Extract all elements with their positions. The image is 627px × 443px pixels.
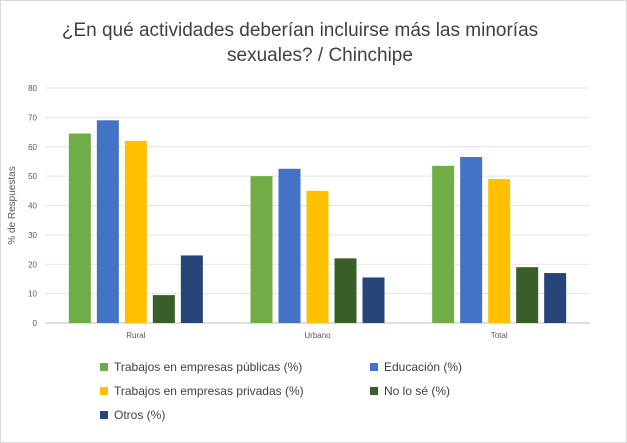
legend-swatch <box>100 411 108 419</box>
y-tick-label: 80 <box>28 84 37 93</box>
bar <box>250 176 273 323</box>
bar <box>306 190 329 323</box>
y-tick-label: 30 <box>28 231 37 240</box>
legend-label: Otros (%) <box>114 408 166 422</box>
legend-swatch <box>370 363 378 371</box>
x-tick-label: Urbano <box>304 331 331 340</box>
bar <box>460 157 483 323</box>
chart-title-line-1: ¿En qué actividades deberían incluirse m… <box>61 20 539 41</box>
bar <box>96 120 119 323</box>
legend-swatch <box>100 363 108 371</box>
legend-swatch <box>100 387 108 395</box>
bar <box>544 273 567 323</box>
y-tick-label: 10 <box>28 290 37 299</box>
bar <box>488 179 511 323</box>
y-tick-label: 40 <box>28 202 37 211</box>
chart-title-line-2: sexuales? / Chinchipe <box>227 45 413 66</box>
legend-item: Otros (%) <box>100 408 165 422</box>
bar <box>432 165 455 323</box>
y-tick-label: 70 <box>28 113 37 122</box>
legend-item: Educación (%) <box>370 360 462 374</box>
y-tick-label: 50 <box>28 172 37 181</box>
y-tick-label: 20 <box>28 260 37 269</box>
bar <box>362 277 385 323</box>
y-tick-label: 0 <box>33 319 38 328</box>
legend-label: Educación (%) <box>384 360 463 374</box>
bar <box>516 267 539 323</box>
legend-swatch <box>370 387 378 395</box>
legend-item: Trabajos en empresas públicas (%) <box>100 360 302 374</box>
bar <box>68 133 91 323</box>
bar <box>334 258 357 323</box>
y-axis-label: % de Respuestas <box>7 166 18 244</box>
chart-title: ¿En qué actividades deberían incluirse m… <box>40 18 560 68</box>
legend-item: Trabajos en empresas privadas (%) <box>100 384 304 398</box>
x-tick-label: Total <box>491 331 508 340</box>
legend-label: Trabajos en empresas privadas (%) <box>114 384 304 398</box>
legend-label: Trabajos en empresas públicas (%) <box>114 360 303 374</box>
bar <box>124 140 147 323</box>
legend-item: No lo sé (%) <box>370 384 450 398</box>
x-tick-label: Rural <box>126 331 145 340</box>
bar <box>152 295 175 323</box>
bar <box>180 255 203 323</box>
bar <box>278 168 301 323</box>
y-tick-label: 60 <box>28 143 37 152</box>
legend-label: No lo sé (%) <box>384 384 451 398</box>
